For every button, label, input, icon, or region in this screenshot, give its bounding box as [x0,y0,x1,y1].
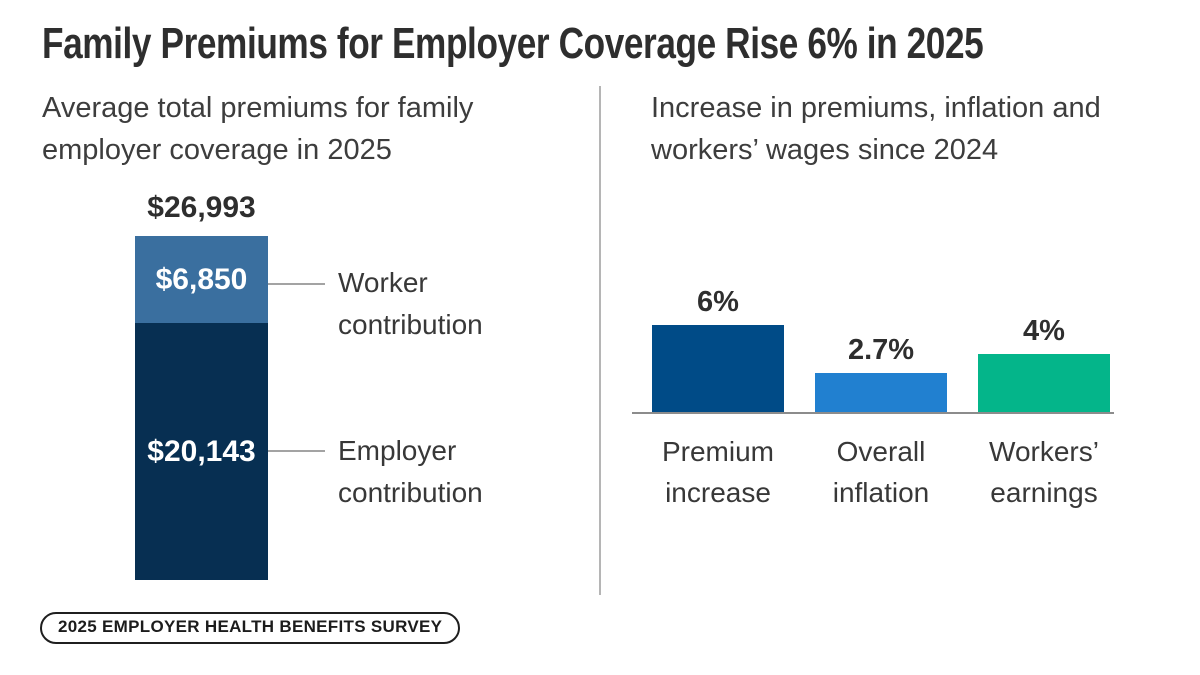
category-label-overall-inflation: Overall inflation [832,436,930,508]
overall-inflation-bar: 2.7% [815,334,947,413]
total-premium-label: $26,993 [147,191,256,224]
employer-contribution-value: $20,143 [147,434,256,468]
overall-inflation-value: 2.7% [847,334,915,366]
workers-earnings-value: 4% [1023,315,1065,347]
worker-contribution-segment: $6,850 [135,236,268,324]
survey-source-badge: 2025 EMPLOYER HEALTH BENEFITS SURVEY [40,612,461,644]
workers-earnings-bar: 4% [978,315,1110,413]
premium-increase-bar: 6% [652,286,784,413]
page-title: Family Premiums for Employer Coverage Ri… [42,19,984,68]
category-label-workers-earnings: Workers’ earnings [989,436,1099,508]
employer-contribution-segment: $20,143 [135,323,268,580]
worker-callout-line [268,283,325,285]
worker-contribution-value: $6,850 [155,262,248,296]
vertical-divider [599,86,601,595]
x-axis-baseline [632,412,1114,414]
premium-increase-value: 6% [697,286,739,318]
employer-callout-line [268,450,325,452]
worker-contribution-label: Worker contribution [338,267,483,340]
employer-contribution-label: Employer contribution [338,435,483,508]
category-label-premium-increase: Premium increase [661,436,774,508]
left-chart-subtitle: Average total premiums for family employ… [42,92,474,167]
right-chart-subtitle: Increase in premiums, inflation and work… [651,92,1101,167]
stacked-premium-bar: $6,850 $20,143 [135,236,268,580]
